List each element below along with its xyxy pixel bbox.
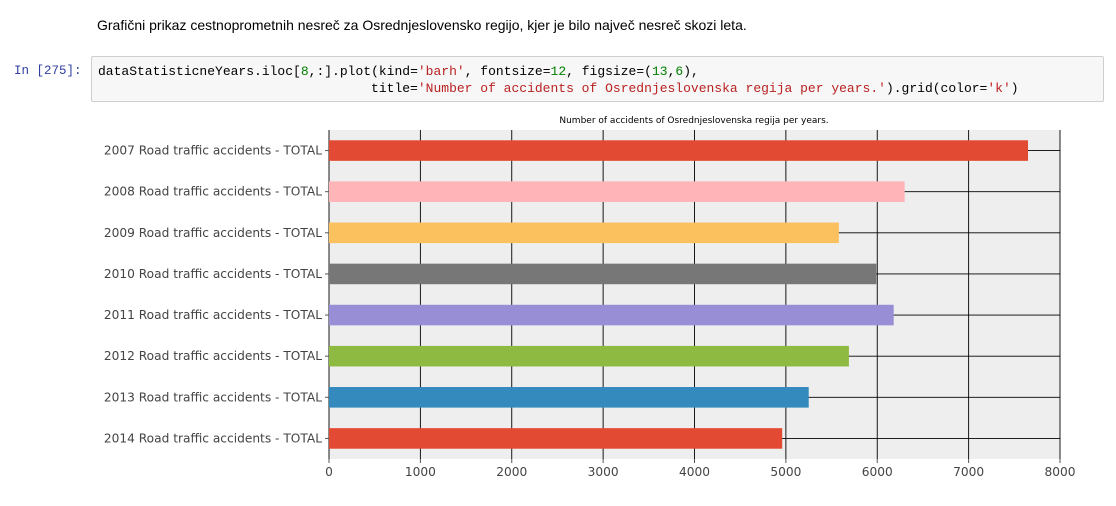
code-number: 8 bbox=[300, 64, 309, 79]
x-tick-label: 1000 bbox=[405, 465, 436, 479]
code-string: 'barh' bbox=[417, 64, 465, 79]
x-tick-label: 8000 bbox=[1044, 465, 1075, 479]
y-tick-label: 2009 Road traffic accidents - TOTAL bbox=[104, 226, 322, 240]
y-tick-label: 2014 Road traffic accidents - TOTAL bbox=[104, 431, 322, 445]
bar bbox=[329, 222, 839, 244]
chart-title: Number of accidents of Osrednjeslovenska… bbox=[559, 116, 828, 126]
y-tick-label: 2008 Road traffic accidents - TOTAL bbox=[104, 185, 322, 199]
code-token: dataStatisticneYears.iloc[ bbox=[98, 64, 301, 79]
code-number: 13 bbox=[651, 64, 668, 79]
code-token: , figsize=( bbox=[566, 64, 652, 79]
bar bbox=[329, 304, 894, 326]
x-tick-label: 3000 bbox=[588, 465, 619, 479]
code-line-1[interactable]: dataStatisticneYears.iloc[8,:].plot(kind… bbox=[98, 64, 699, 79]
code-indent bbox=[98, 81, 371, 96]
code-string: 'Number of accidents of Osrednjeslovensk… bbox=[417, 81, 886, 96]
bar bbox=[329, 387, 809, 408]
code-token: , bbox=[667, 64, 676, 79]
x-tick-label: 4000 bbox=[679, 465, 710, 479]
bars bbox=[329, 140, 1029, 449]
code-token: , fontsize= bbox=[464, 64, 551, 79]
y-tick-label: 2007 Road traffic accidents - TOTAL bbox=[104, 144, 322, 158]
cell-prompt: In [275]: bbox=[14, 64, 82, 78]
y-tick-label: 2011 Road traffic accidents - TOTAL bbox=[104, 308, 322, 322]
code-number: 12 bbox=[550, 64, 567, 79]
code-cell-editor[interactable]: dataStatisticneYears.iloc[8,:].plot(kind… bbox=[91, 56, 1104, 102]
bar bbox=[329, 345, 849, 367]
x-ticks: 0 1000 2000 3000 4000 5000 6000 7000 8000 bbox=[325, 459, 1076, 479]
code-token: ,:].plot(kind= bbox=[308, 64, 418, 79]
code-string: 'k' bbox=[987, 81, 1011, 96]
bar bbox=[329, 263, 877, 285]
y-tick-labels: 2007 Road traffic accidents - TOTAL 2008 … bbox=[104, 144, 329, 445]
x-tick-label: 2000 bbox=[496, 465, 527, 479]
cell-output: Number of accidents of Osrednjeslovenska… bbox=[0, 108, 1116, 501]
x-tick-label: 0 bbox=[325, 465, 333, 479]
bar bbox=[329, 140, 1029, 161]
bar bbox=[329, 428, 783, 449]
markdown-description: Grafični prikaz cestnoprometnih nesreč z… bbox=[97, 17, 747, 33]
code-token: ).grid(color= bbox=[885, 81, 988, 96]
code-token: ), bbox=[683, 64, 699, 79]
code-token: ) bbox=[1010, 81, 1019, 96]
x-tick-label: 7000 bbox=[953, 465, 984, 479]
x-tick-label: 5000 bbox=[770, 465, 801, 479]
y-tick-label: 2013 Road traffic accidents - TOTAL bbox=[104, 390, 322, 404]
bar-chart: Number of accidents of Osrednjeslovenska… bbox=[104, 116, 1076, 479]
bar bbox=[329, 181, 905, 202]
code-number: 6 bbox=[675, 64, 684, 79]
y-tick-label: 2010 Road traffic accidents - TOTAL bbox=[104, 267, 322, 281]
y-tick-label: 2012 Road traffic accidents - TOTAL bbox=[104, 349, 322, 363]
code-token: title= bbox=[371, 81, 418, 96]
x-tick-label: 6000 bbox=[862, 465, 893, 479]
code-line-2[interactable]: title='Number of accidents of Osrednjesl… bbox=[98, 81, 1019, 96]
